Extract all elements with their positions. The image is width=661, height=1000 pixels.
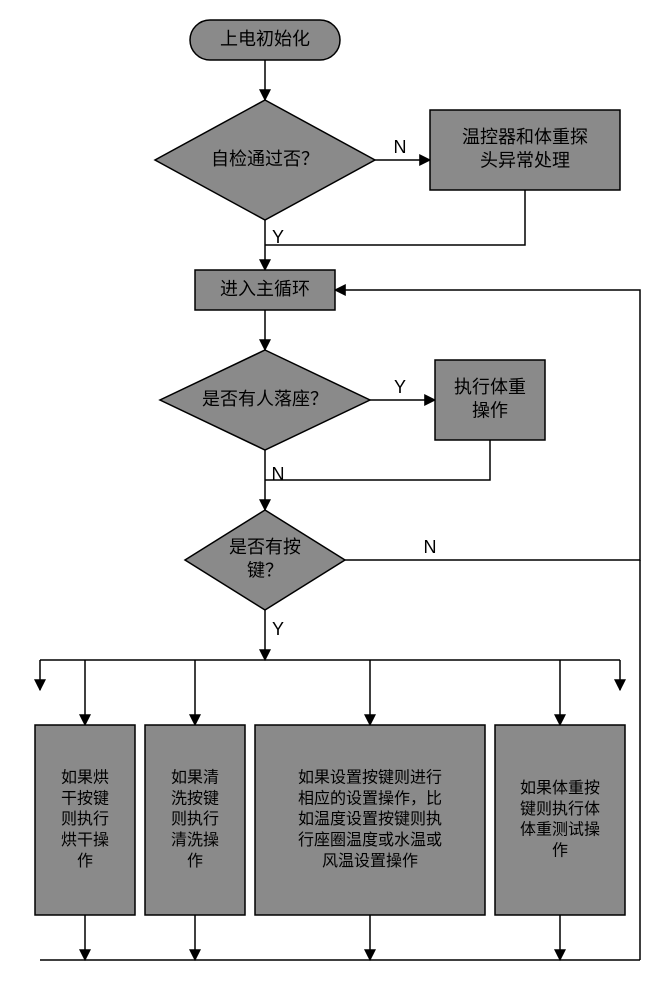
node-label: 如果设置按键则进行 bbox=[298, 769, 442, 787]
node-label: 作 bbox=[77, 852, 93, 870]
edge-label: Y bbox=[272, 619, 284, 639]
node-haskey: 是否有按键？ bbox=[185, 510, 345, 610]
node-label: 上电初始化 bbox=[220, 29, 310, 49]
node-label: 清洗操 bbox=[171, 831, 219, 849]
node-label: 如果清 bbox=[171, 769, 219, 787]
node-start: 上电初始化 bbox=[190, 20, 340, 60]
node-label: 行座圈温度或水温或 bbox=[298, 831, 442, 849]
edge-label: N bbox=[272, 464, 285, 484]
node-selftest: 自检通过否？ bbox=[155, 100, 375, 220]
node-b1: 如果烘干按键则执行烘干操作 bbox=[35, 725, 135, 915]
node-label: 如果烘 bbox=[61, 769, 109, 787]
node-label: 烘干操 bbox=[61, 831, 109, 849]
node-label: 干按键 bbox=[61, 789, 109, 807]
node-err: 温控器和体重探头异常处理 bbox=[430, 110, 620, 190]
edge-label: N bbox=[424, 537, 437, 557]
node-label: 执行体重 bbox=[454, 377, 526, 397]
node-b3: 如果设置按键则进行相应的设置操作，比如温度设置按键则执行座圈温度或水温或风温设置… bbox=[255, 725, 485, 915]
node-label: 操作 bbox=[472, 400, 508, 420]
node-b2: 如果清洗按键则执行清洗操作 bbox=[145, 725, 245, 915]
edge-label: Y bbox=[394, 377, 406, 397]
edge-label: N bbox=[394, 137, 407, 157]
edge bbox=[265, 440, 490, 480]
node-label: 键则执行体 bbox=[520, 800, 600, 818]
node-label: 温控器和体重探 bbox=[462, 127, 588, 147]
node-label: 头异常处理 bbox=[480, 150, 570, 170]
node-label: 如温度设置按键则执 bbox=[298, 810, 442, 828]
node-label: 作 bbox=[187, 852, 203, 870]
node-label: 是否有按 bbox=[229, 537, 301, 557]
node-label: 则执行 bbox=[61, 810, 109, 828]
flowchart: N Y Y N Y N 上电初始化自检通过否？ 温控器和体重探头异常处理进入主循环是否有人落座… bbox=[0, 0, 661, 1000]
node-label: 键？ bbox=[247, 560, 283, 580]
node-label: 体重测试操 bbox=[520, 821, 600, 839]
node-label: 自检通过否？ bbox=[211, 149, 319, 169]
node-label: 进入主循环 bbox=[220, 279, 310, 299]
node-label: 作 bbox=[552, 841, 568, 859]
node-label: 则执行 bbox=[171, 810, 219, 828]
node-weight: 执行体重操作 bbox=[435, 360, 545, 440]
node-seated: 是否有人落座？ bbox=[160, 350, 370, 450]
node-mainloop: 进入主循环 bbox=[195, 270, 335, 310]
edge-label: Y bbox=[272, 227, 284, 247]
node-label: 风温设置操作 bbox=[322, 852, 418, 870]
node-label: 如果体重按 bbox=[520, 779, 600, 797]
node-label: 洗按键 bbox=[171, 789, 219, 807]
node-label: 是否有人落座？ bbox=[202, 389, 328, 409]
node-label: 相应的设置操作，比 bbox=[298, 788, 442, 807]
node-b4: 如果体重按键则执行体体重测试操作 bbox=[495, 725, 625, 915]
